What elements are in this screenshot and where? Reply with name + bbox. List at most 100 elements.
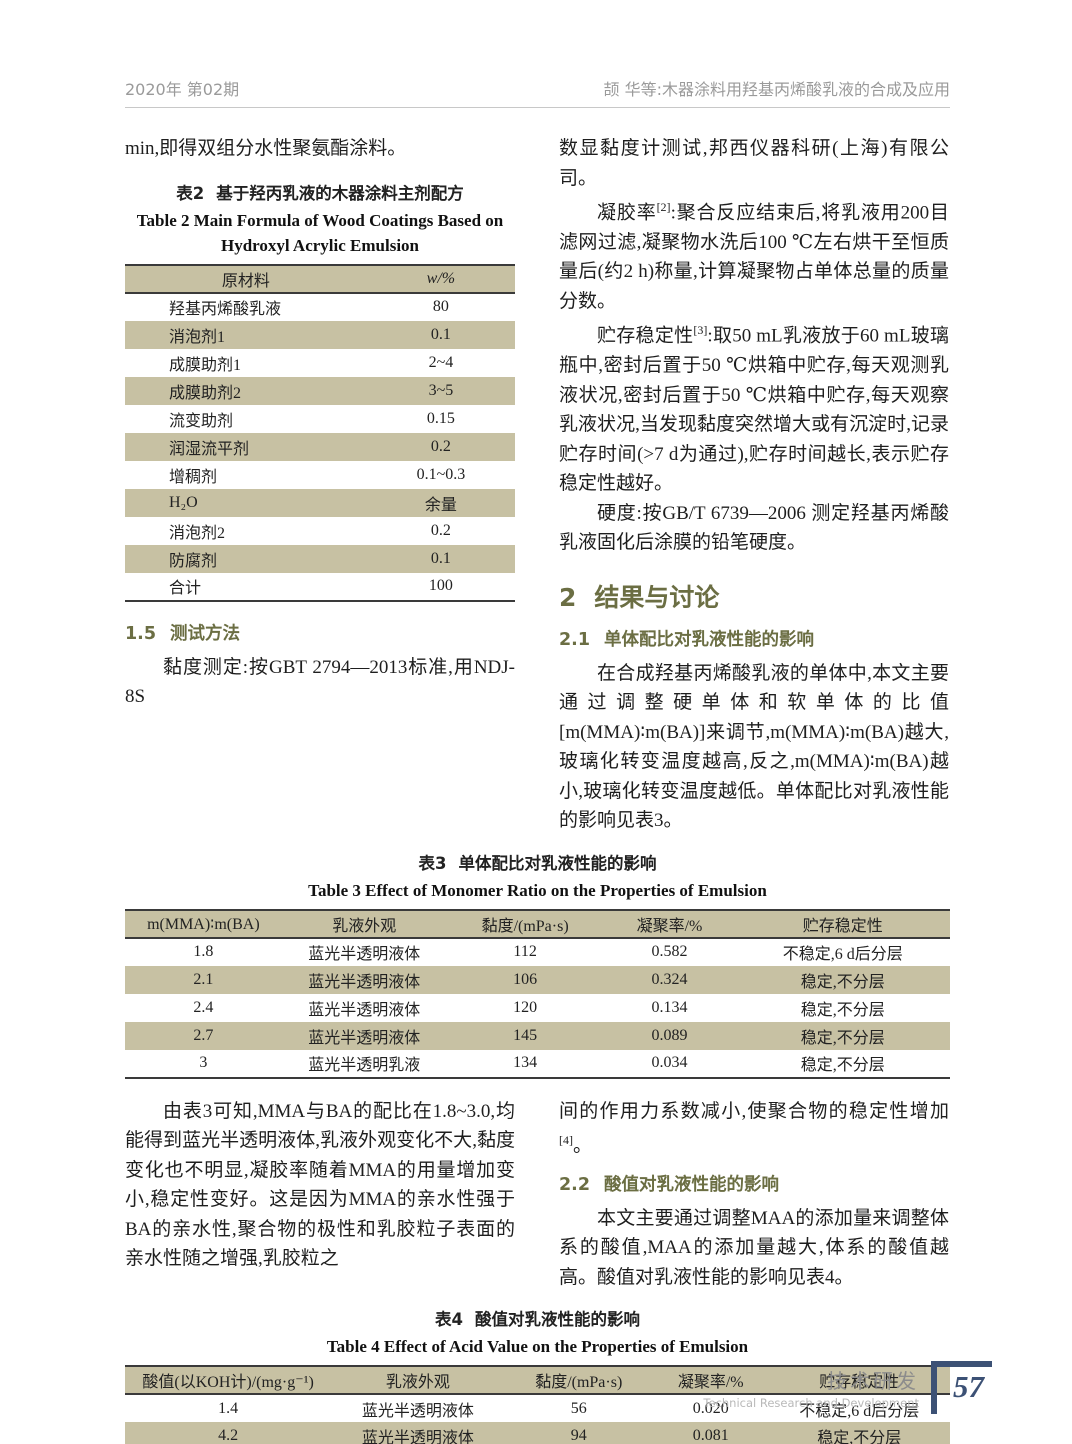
cell-acid-value: 1.4 <box>218 1399 239 1417</box>
body-paragraph: 黏度测定:按GBT 2794—2013标准,用NDJ-8S <box>125 656 515 708</box>
cell-value: 100 <box>428 577 453 594</box>
table4-header-cell: 凝聚率/% <box>677 1374 744 1392</box>
running-header: 2020年 第02期 颉 华等:木器涂料用羟基丙烯酸乳液的合成及应用 <box>125 76 950 108</box>
table3-caption-number: 表3 <box>418 853 447 873</box>
table3-caption-en: Table 3 Effect of Monomer Ratio on the P… <box>308 880 767 900</box>
cell-ratio: 2.1 <box>193 970 214 988</box>
reference-marker: [4] <box>559 1133 573 1148</box>
table4-header-cell: 贮存稳定性 <box>819 1374 900 1392</box>
section-heading-2: 2 结果与讨论 <box>559 578 949 614</box>
table3-row: 3 蓝光半透明乳液 134 0.034 稳定,不分层 <box>125 1050 950 1078</box>
section-title: 测试方法 <box>170 623 241 644</box>
table3-row: 1.8 蓝光半透明液体 112 0.582 不稳定,6 d后分层 <box>125 938 950 966</box>
table3-header-row: m(MMA)∶m(BA) 乳液外观 黏度/(mPa·s) 凝聚率/% 贮存稳定性 <box>125 909 950 938</box>
table3-caption-cn-text: 单体配比对乳液性能的影响 <box>458 853 657 873</box>
paragraph-lead: 间的作用力系数减小,使聚合物的稳定性增加 <box>559 1100 949 1122</box>
section-heading-1-5: 1.5 测试方法 <box>125 620 515 645</box>
paragraph-rest: :取50 mL乳液放于60 mL玻璃瓶中,密封后置于50 ℃烘箱中贮存,每天观测… <box>559 325 949 495</box>
cell-coagulation: 0.324 <box>651 970 688 988</box>
table2-caption-number: 表2 <box>176 183 205 203</box>
table2-caption-en-line2: Hydroxyl Acrylic Emulsion <box>220 235 420 255</box>
cell-appearance: 蓝光半透明液体 <box>361 1430 474 1444</box>
section-heading-2-2: 2.2 酸值对乳液性能的影响 <box>559 1171 949 1196</box>
table4-row: 4.2 蓝光半透明液体 94 0.081 稳定,不分层 <box>125 1422 950 1444</box>
body-paragraph: min,即得双组分水性聚氨酯涂料。 <box>125 138 407 159</box>
paragraph-rest: :聚合反应结束后,将乳液用200目滤网过滤,凝聚物水洗后100 ℃左右烘干至恒质… <box>559 202 949 312</box>
table2-row: 流变助剂 0.15 <box>125 405 515 433</box>
section-number: 2 <box>559 582 577 612</box>
table4-header-cell: 黏度/(mPa·s) <box>535 1374 623 1392</box>
table2-caption-block: 表2 基于羟丙乳液的木器涂料主剂配方 Table 2 Main Formula o… <box>125 180 515 258</box>
table2-caption-en-line1: Table 2 Main Formula of Wood Coatings Ba… <box>136 210 504 230</box>
cell-ratio: 1.8 <box>193 943 214 961</box>
table2-row: 消泡剂2 0.2 <box>125 517 515 545</box>
cell-coagulation: 0.089 <box>651 1026 688 1044</box>
table-4: 酸值(以KOH计)/(mg·g⁻¹) 乳液外观 黏度/(mPa·s) 凝聚率/%… <box>125 1365 950 1444</box>
paragraph-lead: 凝胶率 <box>597 202 657 224</box>
table-3: m(MMA)∶m(BA) 乳液外观 黏度/(mPa·s) 凝聚率/% 贮存稳定性… <box>125 908 950 1079</box>
cell-value: 3~5 <box>428 381 454 399</box>
table4-block: 表4 酸值对乳液性能的影响 Table 4 Effect of Acid Valu… <box>125 1306 950 1444</box>
table3-header-cell: 贮存稳定性 <box>802 917 883 935</box>
cell-material: 防腐剂 <box>169 552 218 570</box>
cell-appearance: 蓝光半透明液体 <box>308 1001 421 1019</box>
section-title: 酸值对乳液性能的影响 <box>604 1174 780 1195</box>
body-paragraph: 贮存稳定性[3]:取50 mL乳液放于60 mL玻璃瓶中,密封后置于50 ℃烘箱… <box>559 316 949 498</box>
cell-ratio: 2.7 <box>193 1026 214 1044</box>
page-number-bracket: 57 <box>931 1361 992 1414</box>
footer-section-en: Technical Research and Development <box>703 1396 919 1410</box>
cell-coagulation: 0.134 <box>651 998 688 1016</box>
table2-row: 成膜助剂2 3~5 <box>125 376 515 405</box>
paragraph-lead: 贮存稳定性 <box>597 325 694 347</box>
table2-caption-cn-text: 基于羟丙乳液的木器涂料主剂配方 <box>216 183 464 203</box>
upper-columns: min,即得双组分水性聚氨酯涂料。 表2 基于羟丙乳液的木器涂料主剂配方 Tabl… <box>125 134 950 836</box>
table4-row: 1.4 蓝光半透明液体 56 0.020 不稳定,6 d后分层 <box>125 1394 950 1422</box>
table2-caption-cn: 表2 基于羟丙乳液的木器涂料主剂配方 <box>125 180 515 204</box>
section-number: 2.1 <box>559 629 591 650</box>
table4-header-row: 酸值(以KOH计)/(mg·g⁻¹) 乳液外观 黏度/(mPa·s) 凝聚率/%… <box>125 1366 950 1395</box>
page-footer: 技术研发 Technical Research and Development … <box>703 1361 992 1414</box>
cell-material: 成膜助剂1 <box>169 356 242 374</box>
table3-header-cell: 凝聚率/% <box>636 917 703 935</box>
section-title: 单体配比对乳液性能的影响 <box>604 629 815 650</box>
section-title: 结果与讨论 <box>594 582 720 612</box>
table2-row: 消泡剂1 0.1 <box>125 320 515 349</box>
left-column: min,即得双组分水性聚氨酯涂料。 表2 基于羟丙乳液的木器涂料主剂配方 Tabl… <box>125 134 515 836</box>
cell-coagulation: 0.582 <box>651 943 688 961</box>
table3-row: 2.1 蓝光半透明液体 106 0.324 稳定,不分层 <box>125 965 950 994</box>
paragraph-tail: 。 <box>573 1135 593 1157</box>
body-paragraph: 数显黏度计测试,邦西仪器科研(上海)有限公司。 <box>559 138 949 189</box>
cell-value: 0.1~0.3 <box>416 465 466 483</box>
cell-material: 合计 <box>169 580 202 597</box>
table3-caption-cn: 表3 单体配比对乳液性能的影响 <box>125 850 950 874</box>
table4-caption-cn-text: 酸值对乳液性能的影响 <box>474 1310 640 1330</box>
cell-stability: 不稳定,6 d后分层 <box>782 946 903 964</box>
table3-block: 表3 单体配比对乳液性能的影响 Table 3 Effect of Monomer… <box>125 850 950 1079</box>
cell-viscosity: 94 <box>570 1427 587 1444</box>
cell-value: 2~4 <box>428 353 454 371</box>
table2-row: 润湿流平剂 0.2 <box>125 432 515 461</box>
table-2: 原材料 w/% 羟基丙烯酸乳液 80 消泡剂1 0.1 成膜助剂1 2~4 成膜助剂2… <box>125 263 515 602</box>
table2-row: 防腐剂 0.1 <box>125 544 515 573</box>
table2-row: 增稠剂 0.1~0.3 <box>125 461 515 489</box>
cell-ratio: 2.4 <box>193 998 214 1016</box>
cell-stability: 稳定,不分层 <box>800 973 885 991</box>
table4-header-cell: 乳液外观 <box>385 1374 450 1392</box>
cell-value: 0.1 <box>430 549 451 567</box>
header-issue: 2020年 第02期 <box>125 80 240 99</box>
cell-material: 润湿流平剂 <box>169 440 250 458</box>
cell-viscosity: 112 <box>513 943 537 961</box>
table2-row: 羟基丙烯酸乳液 80 <box>125 293 515 321</box>
cell-appearance: 蓝光半透明液体 <box>308 973 421 991</box>
right-column: 间的作用力系数减小,使聚合物的稳定性增加 [4]。 2.2 酸值对乳液性能的影响 本… <box>559 1097 949 1293</box>
cell-value: 余量 <box>424 496 457 514</box>
body-paragraph: 凝胶率[2]:聚合反应结束后,将乳液用200目滤网过滤,凝聚物水洗后100 ℃左… <box>559 193 949 316</box>
body-paragraph: 硬度:按GB/T 6739—2006 测定羟基丙烯酸乳液固化后涂膜的铅笔硬度。 <box>559 502 949 554</box>
cell-stability: 稳定,不分层 <box>800 1029 885 1047</box>
table2-header-cell: 原材料 <box>221 272 270 290</box>
table2-caption-en: Table 2 Main Formula of Wood Coatings Ba… <box>125 208 515 258</box>
cell-material: 成膜助剂2 <box>169 384 242 402</box>
cell-material: 消泡剂2 <box>169 524 226 542</box>
body-paragraph: 间的作用力系数减小,使聚合物的稳定性增加 [4]。 <box>559 1097 949 1161</box>
